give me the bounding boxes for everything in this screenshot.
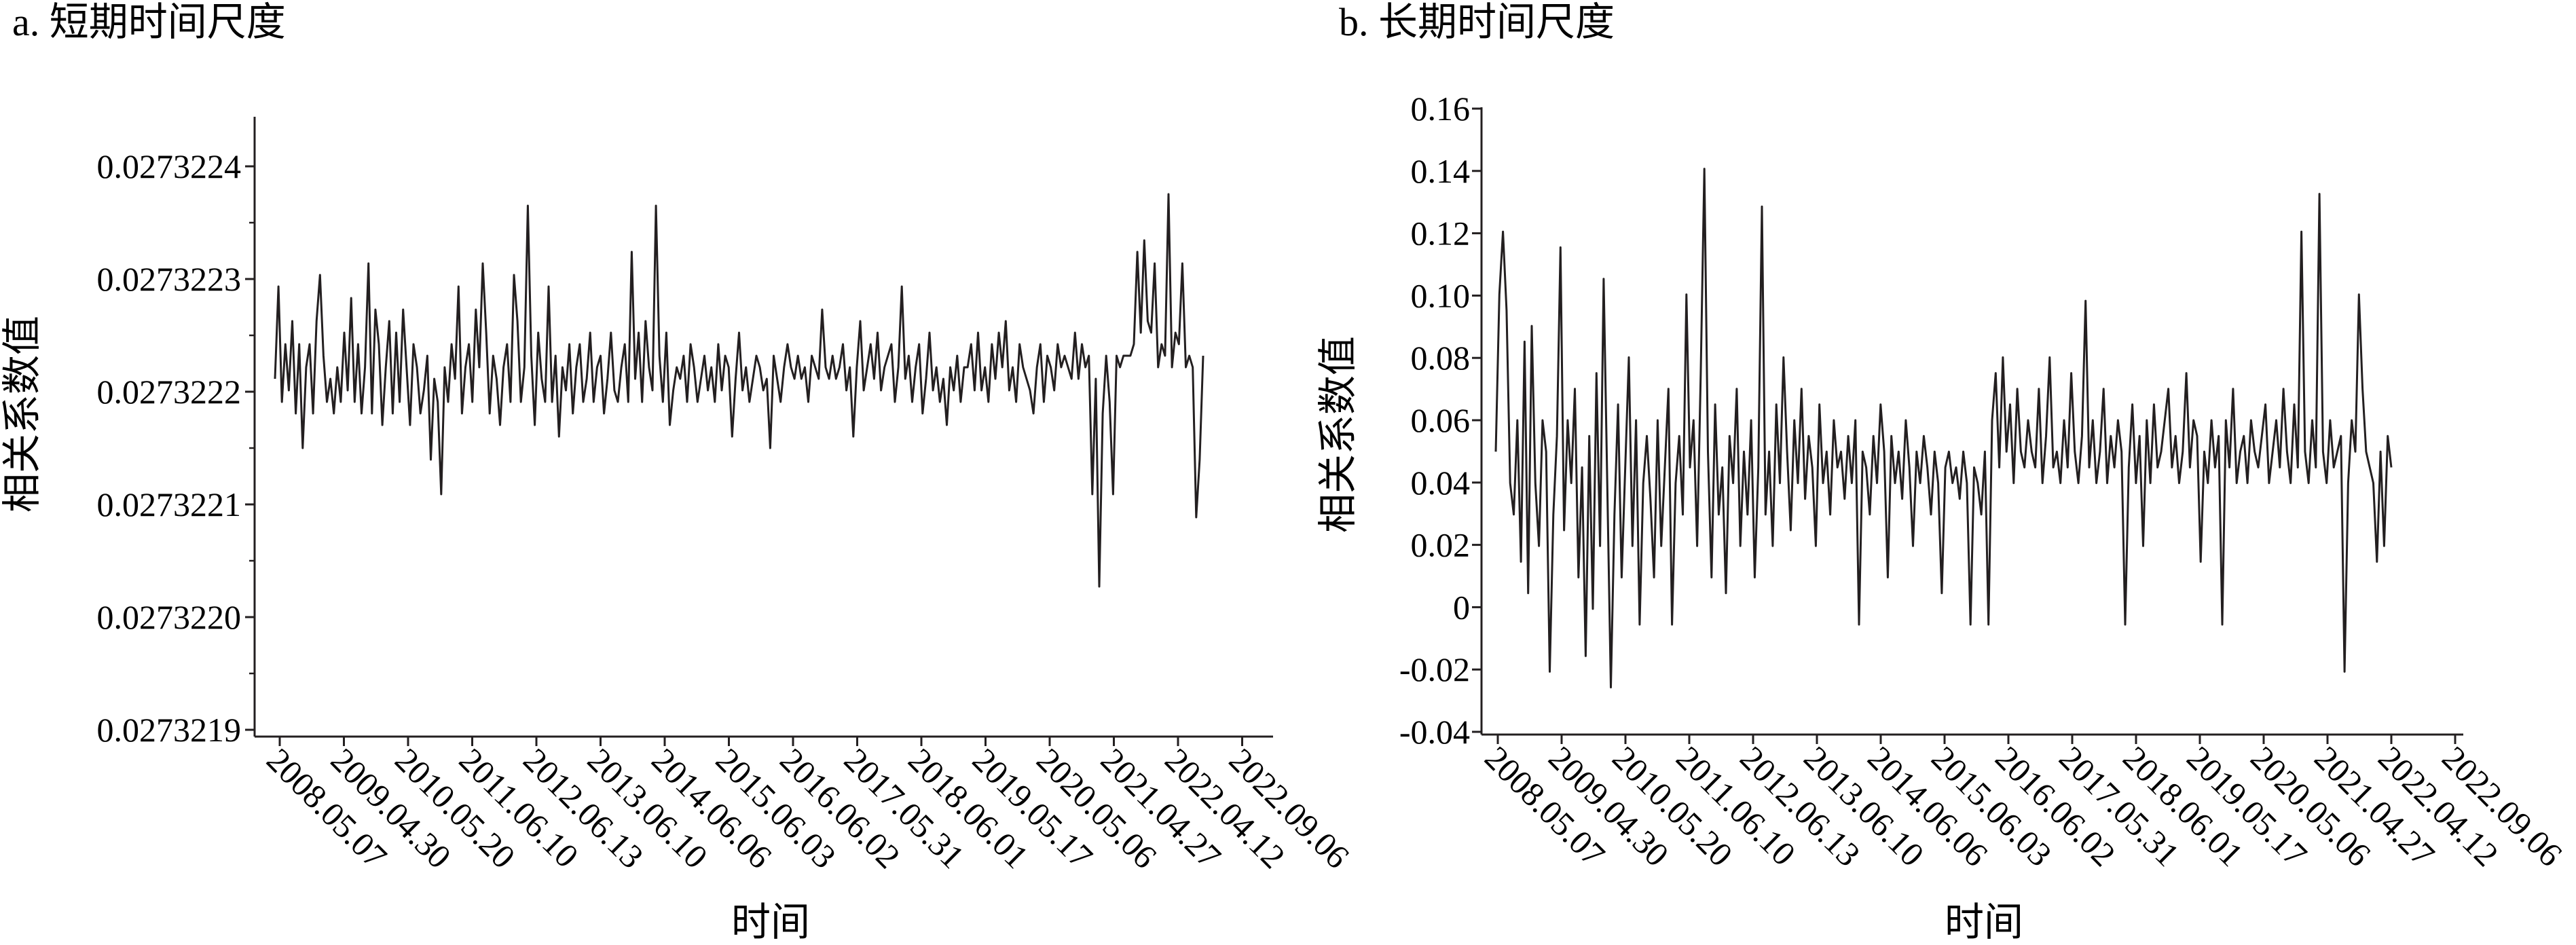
y-tick-label: 0.04	[1411, 464, 1471, 502]
panel-a-title: a. 短期时间尺度	[12, 0, 286, 44]
panel-b-title: b. 长期时间尺度	[1339, 0, 1615, 44]
y-tick-label: 0.08	[1411, 339, 1471, 377]
panel-b-series-line	[1494, 168, 2393, 688]
y-tick-label: 0.10	[1411, 276, 1471, 314]
y-tick-label: 0.0273220	[97, 598, 242, 636]
y-tick-label: -0.04	[1399, 713, 1470, 751]
y-tick-label: 0.14	[1411, 152, 1471, 190]
y-tick-label: 0	[1453, 588, 1470, 626]
panel-b-y-ticks: -0.04 -0.02 0 0.02 0.04 0.06 0.08 0.10 0.12 0.14 0…	[1399, 90, 1482, 751]
panel-a-x-ticks: 2008.05.072009.04.302010.05.202011.06.10…	[259, 737, 1357, 876]
panel-a-x-axis-title: 时间	[731, 900, 810, 944]
y-tick-label: 0.0273219	[97, 711, 242, 749]
y-tick-label: 0.12	[1411, 215, 1471, 253]
panel-b-x-axis-title: 时间	[1945, 900, 2023, 944]
y-tick-label: 0.06	[1411, 401, 1471, 439]
y-tick-label: 0.0273222	[97, 373, 242, 411]
panel-b-y-axis-title: 相关系数值	[1316, 336, 1360, 533]
y-tick-label: 0.0273224	[97, 147, 242, 185]
panel-a: a. 短期时间尺度 相关系数值 时间 0.02732190.02732200.0…	[0, 0, 1357, 944]
y-tick-label: 0.02	[1411, 526, 1471, 564]
panel-a-series-line	[274, 193, 1204, 588]
panel-a-y-axis-title: 相关系数值	[0, 316, 44, 513]
panel-b-x-ticks: 2008.05.072009.04.302010.05.202011.06.10…	[1477, 735, 2570, 874]
panel-b: b. 长期时间尺度 相关系数值 时间 -0.04 -0.02 0 0.02 0.04 0.…	[1316, 0, 2570, 944]
y-tick-label: 0.0273223	[97, 260, 242, 298]
y-tick-label: 0.0273221	[97, 485, 242, 523]
y-tick-label: -0.02	[1399, 650, 1470, 688]
y-tick-label: 0.16	[1411, 90, 1471, 128]
panel-a-y-ticks: 0.0273219 0.0273220 0.0273221 0.0273222 0.02…	[97, 147, 255, 749]
